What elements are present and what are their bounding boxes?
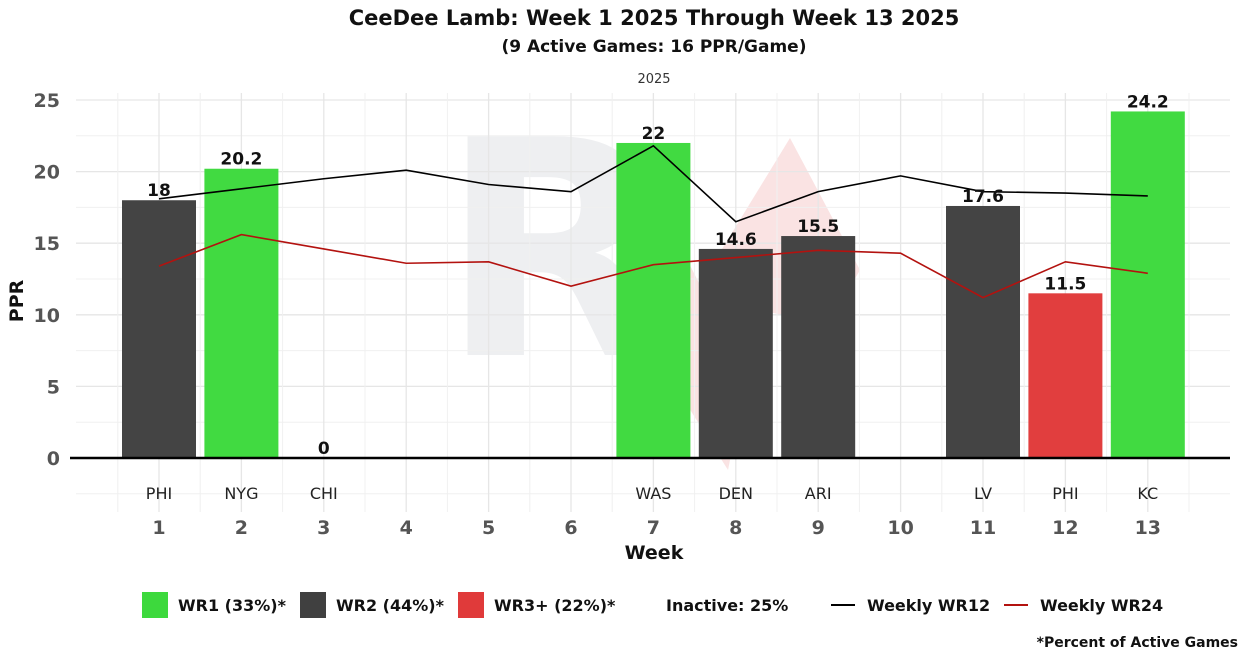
opponent-label-week-3: CHI xyxy=(310,484,338,503)
value-labels: 18 PHI 20.2 NYG 0 CHI 22 WAS 14.6 DEN 15.5 ARI 17.6 L… xyxy=(146,92,1169,503)
bar-week-1 xyxy=(122,200,196,459)
opponent-label-week-11: LV xyxy=(974,484,992,503)
y-tick-label: 0 xyxy=(47,448,60,470)
bar-week-12 xyxy=(1028,293,1103,458)
bar-week-8 xyxy=(698,248,773,458)
chart-subtitle: (9 Active Games: 16 PPR/Game) xyxy=(502,37,807,57)
series-lines xyxy=(158,144,1148,299)
x-tick-label: 5 xyxy=(482,517,495,539)
value-label-week-1: 18 xyxy=(147,181,171,201)
value-label-week-13: 24.2 xyxy=(1127,92,1169,112)
legend-label-wr12: Weekly WR12 xyxy=(867,596,990,615)
value-label-week-11: 17.6 xyxy=(962,187,1004,207)
x-tick-label: 2 xyxy=(235,517,248,539)
opponent-label-week-1: PHI xyxy=(146,484,172,503)
y-tick-label: 10 xyxy=(34,305,60,327)
y-axis-title: PPR xyxy=(6,279,28,322)
value-label-week-2: 20.2 xyxy=(220,150,262,170)
legend-label-wr3+: WR3+ (22%)* xyxy=(494,596,616,615)
x-tick-label: 8 xyxy=(729,517,742,539)
legend-swatch-wr3+ xyxy=(458,592,484,618)
x-tick-label: 3 xyxy=(317,517,330,539)
opponent-label-week-2: NYG xyxy=(224,484,258,503)
value-label-week-8: 14.6 xyxy=(715,230,757,250)
bar-week-11 xyxy=(946,205,1020,458)
legend-label-wr24: Weekly WR24 xyxy=(1040,596,1163,615)
value-label-week-9: 15.5 xyxy=(797,217,839,237)
legend-swatch-wr2 xyxy=(300,592,326,618)
opponent-label-week-13: KC xyxy=(1137,484,1158,503)
bar-week-7 xyxy=(616,142,691,458)
y-tick-label: 20 xyxy=(34,162,60,184)
value-label-week-3: 0 xyxy=(318,439,330,459)
value-label-week-7: 22 xyxy=(642,124,666,144)
x-tick-label: 4 xyxy=(400,517,413,539)
chart-title: CeeDee Lamb: Week 1 2025 Through Week 13… xyxy=(349,6,960,30)
y-tick-label: 15 xyxy=(34,233,60,255)
opponent-label-week-8: DEN xyxy=(719,484,753,503)
x-tick-label: 1 xyxy=(152,517,165,539)
x-tick-label: 9 xyxy=(812,517,825,539)
bars xyxy=(122,111,1185,459)
legend-swatch-wr1 xyxy=(142,592,168,618)
opponent-label-week-12: PHI xyxy=(1052,484,1078,503)
x-axis-title: Week xyxy=(625,542,684,564)
x-tick-label: 10 xyxy=(887,517,913,539)
legend-label-wr1: WR1 (33%)* xyxy=(178,596,287,615)
line-weekly-wr12 xyxy=(158,144,1148,223)
bar-week-9 xyxy=(781,236,856,458)
legend: WR1 (33%)* WR2 (44%)* WR3+ (22%)* Inactive:… xyxy=(142,592,1163,618)
footnote: *Percent of Active Games xyxy=(1037,635,1238,651)
opponent-label-week-9: ARI xyxy=(805,484,832,503)
legend-label-inactive: Inactive: 25% xyxy=(666,596,788,615)
bar-week-2 xyxy=(204,168,279,458)
x-tick-label: 11 xyxy=(970,517,996,539)
value-label-week-12: 11.5 xyxy=(1044,274,1086,294)
x-tick-label: 13 xyxy=(1135,517,1161,539)
x-tick-label: 6 xyxy=(564,517,577,539)
x-tick-label: 12 xyxy=(1052,517,1078,539)
legend-label-wr2: WR2 (44%)* xyxy=(336,596,445,615)
facet-label: 2025 xyxy=(637,72,670,87)
line-weekly-wr24 xyxy=(158,233,1148,299)
opponent-label-week-7: WAS xyxy=(635,484,671,503)
bar-week-13 xyxy=(1110,111,1185,459)
x-tick-label: 7 xyxy=(647,517,660,539)
y-tick-label: 25 xyxy=(34,90,60,112)
y-tick-label: 5 xyxy=(47,376,60,398)
